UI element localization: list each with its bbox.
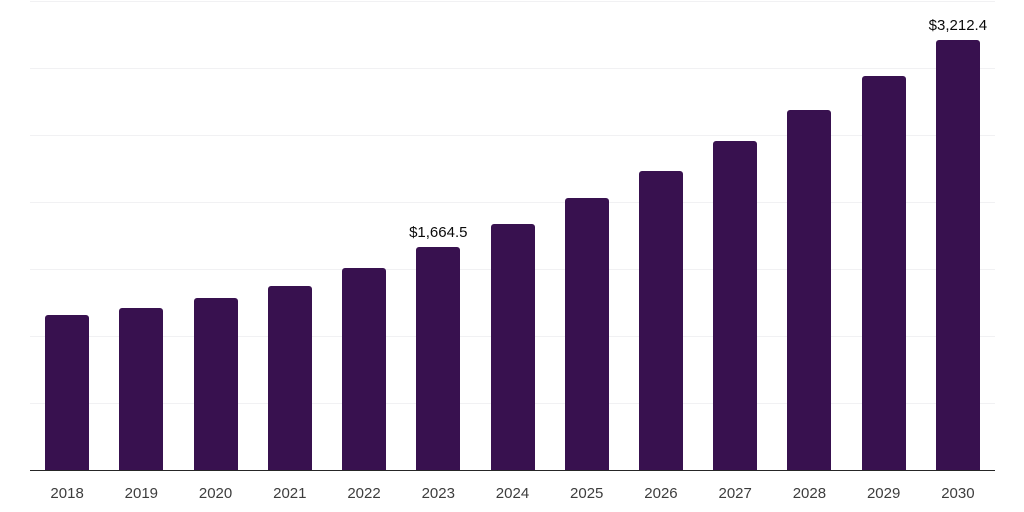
bar-2027 [713,141,758,470]
x-tick-label-2030: 2030 [941,485,975,502]
bar-2026 [638,170,683,470]
bar-2019 [119,307,164,470]
gridline-2500 [30,135,995,136]
x-tick-label-2025: 2025 [570,485,604,502]
x-tick-label-2028: 2028 [792,485,827,502]
x-tick-label-2022: 2022 [347,485,381,502]
bar-value-label-2023: $1,664.5 [409,223,468,241]
x-tick-label-2027: 2027 [718,485,752,502]
bar-2028 [787,109,832,470]
x-tick-label-2029: 2029 [866,485,901,502]
bar-2020 [193,298,238,470]
bar-2018 [45,314,90,470]
x-tick-label-2019: 2019 [124,485,159,502]
x-tick-label-2026: 2026 [644,485,678,502]
bar-2029 [861,76,906,470]
gridline-3000 [30,68,995,69]
bar-2022 [342,268,387,470]
x-tick-label-2024: 2024 [495,485,530,502]
bar-2025 [564,197,609,470]
bar-2030 [935,39,980,470]
gridline-2000 [30,202,995,203]
x-axis-line [30,469,995,471]
bar-2024 [490,224,535,470]
bar-2021 [267,285,312,470]
bar-value-label-2030: $3,212.4 [928,16,988,34]
x-tick-label-2021: 2021 [273,485,307,502]
gridline-3500 [30,1,995,2]
bar-2023 [416,246,461,470]
x-tick-label-2023: 2023 [421,485,455,502]
x-tick-label-2018: 2018 [50,485,84,502]
x-tick-label-2020: 2020 [198,485,233,502]
